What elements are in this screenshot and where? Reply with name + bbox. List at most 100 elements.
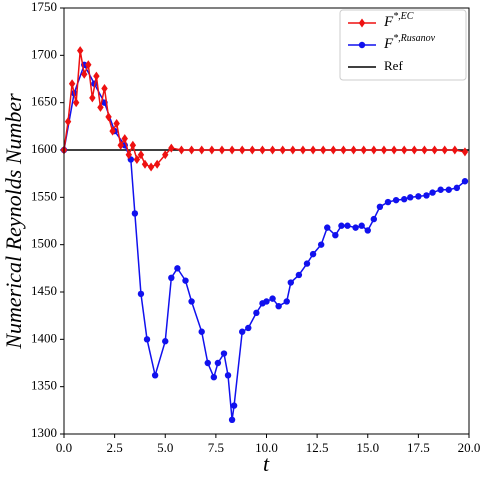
- legend-label: Ref: [384, 58, 403, 73]
- legend-label: F*,EC: [383, 11, 414, 30]
- y-tick-label: 1300: [31, 425, 57, 440]
- marker: [204, 359, 211, 367]
- legend-superscript: *,Rusanov: [393, 33, 436, 44]
- marker: [125, 150, 132, 160]
- marker: [182, 277, 189, 284]
- marker: [415, 193, 422, 200]
- marker: [131, 210, 139, 217]
- marker: [401, 196, 408, 203]
- y-tick-label: 1750: [31, 0, 57, 14]
- marker: [208, 145, 216, 155]
- marker: [299, 145, 307, 155]
- marker: [380, 145, 388, 155]
- legend-name: Ref: [384, 58, 403, 73]
- marker: [162, 150, 169, 160]
- marker: [143, 336, 151, 343]
- marker: [309, 250, 317, 258]
- y-axis-title: Numerical Reynolds Number: [1, 93, 26, 350]
- y-tick-label: 1450: [31, 283, 57, 298]
- marker: [228, 145, 236, 155]
- marker: [445, 186, 452, 193]
- marker: [188, 145, 195, 155]
- marker: [218, 145, 226, 155]
- marker: [210, 374, 218, 381]
- y-tick-label: 1350: [31, 378, 57, 393]
- marker: [269, 145, 276, 155]
- marker: [64, 117, 72, 127]
- marker: [129, 140, 137, 150]
- marker: [421, 145, 428, 155]
- marker: [137, 150, 145, 160]
- marker: [303, 260, 311, 267]
- x-tick-label: 17.5: [407, 440, 430, 455]
- marker: [451, 145, 459, 155]
- marker: [441, 145, 448, 155]
- marker: [332, 232, 339, 239]
- marker: [358, 222, 365, 229]
- marker: [287, 279, 294, 286]
- x-tick-label: 5.0: [157, 440, 173, 455]
- marker: [153, 159, 161, 169]
- x-tick-label: 2.5: [107, 440, 123, 455]
- marker: [89, 93, 96, 103]
- marker: [289, 145, 297, 155]
- marker: [358, 18, 366, 28]
- marker: [461, 178, 469, 185]
- marker: [370, 145, 378, 155]
- marker: [72, 98, 80, 108]
- marker: [263, 298, 270, 305]
- marker: [376, 203, 384, 210]
- marker: [97, 102, 104, 112]
- marker: [85, 60, 92, 70]
- y-tick-label: 1600: [31, 141, 57, 156]
- marker: [358, 41, 366, 49]
- marker: [93, 71, 100, 81]
- marker: [188, 298, 195, 305]
- marker: [350, 145, 357, 155]
- marker: [461, 147, 469, 157]
- marker: [253, 309, 260, 317]
- marker: [338, 222, 345, 229]
- marker: [259, 145, 266, 155]
- marker: [340, 145, 347, 155]
- legend-superscript: *,EC: [393, 11, 414, 22]
- marker: [370, 215, 378, 223]
- y-tick-label: 1400: [31, 330, 57, 345]
- marker: [109, 126, 116, 136]
- marker: [168, 274, 175, 281]
- marker: [324, 224, 331, 231]
- marker: [113, 118, 120, 128]
- marker: [224, 372, 232, 379]
- marker: [245, 324, 252, 332]
- legend-label: F*,Rusanov: [383, 33, 436, 52]
- marker: [330, 145, 337, 155]
- marker: [101, 83, 108, 93]
- marker: [117, 140, 124, 150]
- marker: [162, 338, 169, 345]
- y-tick-label: 1650: [31, 94, 57, 109]
- marker: [411, 145, 418, 155]
- marker: [401, 145, 408, 155]
- y-tick-label: 1550: [31, 188, 57, 203]
- marker: [168, 143, 175, 153]
- x-tick-label: 0.0: [56, 440, 72, 455]
- y-tick-label: 1700: [31, 46, 57, 61]
- x-tick-label: 20.0: [458, 440, 481, 455]
- marker: [121, 134, 128, 144]
- legend-name: F: [383, 14, 394, 30]
- x-axis-title: t: [263, 451, 270, 476]
- marker: [352, 224, 359, 231]
- marker: [147, 162, 155, 172]
- legend-box: [339, 9, 467, 81]
- marker: [178, 145, 185, 155]
- x-tick-label: 12.5: [306, 440, 329, 455]
- marker: [360, 145, 367, 155]
- marker: [68, 79, 76, 89]
- marker: [230, 402, 238, 409]
- marker: [198, 145, 205, 155]
- marker: [423, 192, 430, 199]
- marker: [239, 145, 246, 155]
- marker: [174, 265, 181, 272]
- marker: [220, 350, 228, 357]
